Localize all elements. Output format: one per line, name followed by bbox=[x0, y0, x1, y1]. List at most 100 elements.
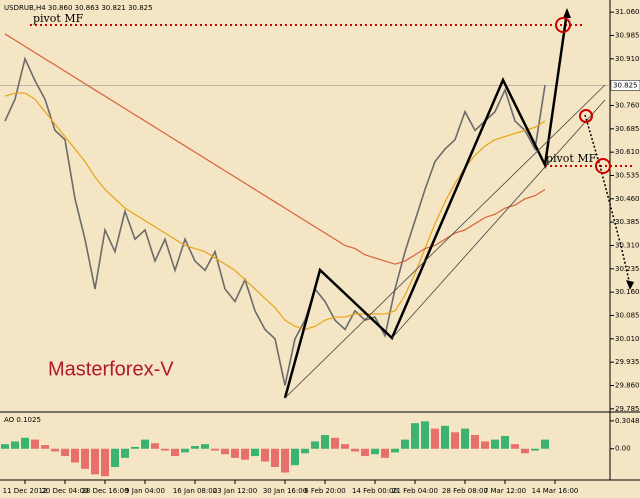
ao-bar bbox=[221, 448, 229, 455]
ao-bar bbox=[441, 425, 449, 449]
y-tick-label: 30.085 bbox=[615, 311, 640, 319]
y-tick-label: 30.535 bbox=[615, 171, 640, 179]
ao-bar bbox=[81, 448, 89, 469]
trend-line bbox=[284, 84, 606, 399]
ao-bar bbox=[251, 448, 259, 457]
ao-bar bbox=[291, 448, 299, 466]
arrow-head bbox=[626, 280, 634, 290]
indicator-title: AO 0.1025 bbox=[4, 416, 41, 424]
ao-bar bbox=[471, 435, 479, 449]
marks bbox=[0, 11, 614, 484]
y-tick-label: 30.610 bbox=[615, 148, 640, 156]
ao-bar bbox=[541, 439, 549, 449]
ao-bar bbox=[411, 423, 419, 449]
ao-bar bbox=[391, 448, 399, 453]
x-tick-label: 21 Feb 04:00 bbox=[392, 487, 438, 495]
ao-bar bbox=[91, 448, 99, 475]
y-tick-label: 0.3048 bbox=[615, 417, 640, 425]
dotted-arrow bbox=[584, 114, 631, 286]
ao-bar bbox=[311, 441, 319, 449]
ao-bar bbox=[231, 448, 239, 458]
ao-bar bbox=[361, 448, 369, 457]
ao-bar bbox=[431, 428, 439, 449]
y-tick-label: 30.460 bbox=[615, 195, 640, 203]
ao-bar bbox=[191, 446, 199, 449]
ao-bar bbox=[461, 428, 469, 449]
x-tick-label: 14 Mar 16:00 bbox=[532, 487, 579, 495]
ao-bar bbox=[261, 448, 269, 462]
ao-bar bbox=[421, 421, 429, 449]
ao-bar bbox=[481, 441, 489, 449]
ao-bar bbox=[71, 448, 79, 463]
ao-bar bbox=[331, 437, 339, 449]
annotation: pivot MF bbox=[33, 12, 84, 25]
y-tick-label: 31.060 bbox=[615, 8, 640, 16]
ao-bar bbox=[11, 441, 19, 449]
ao-bar bbox=[321, 435, 329, 449]
arrow-head bbox=[563, 8, 571, 18]
ao-bar bbox=[511, 444, 519, 449]
ao-bar bbox=[151, 443, 159, 449]
series-line bbox=[4, 56, 546, 386]
ao-bar bbox=[201, 444, 209, 449]
x-tick-label: 7 Mar 12:00 bbox=[484, 487, 526, 495]
ao-bar bbox=[381, 448, 389, 458]
y-tick-label: 29.935 bbox=[615, 358, 640, 366]
x-tick-label: 28 Dec 16:00 bbox=[81, 487, 128, 495]
x-tick-label: 20 Dec 04:00 bbox=[41, 487, 88, 495]
ao-bar bbox=[141, 439, 149, 449]
x-tick-label: 16 Jan 08:00 bbox=[173, 487, 217, 495]
y-tick-label: 30.910 bbox=[615, 55, 640, 63]
series-line bbox=[4, 33, 546, 265]
y-tick-label: 0.00 bbox=[615, 445, 631, 453]
zigzag bbox=[283, 11, 569, 399]
ao-bar bbox=[371, 448, 379, 455]
ao-bar bbox=[281, 448, 289, 473]
ao-bar bbox=[131, 446, 139, 449]
y-tick-label: 29.860 bbox=[615, 381, 640, 389]
y-tick-label: 30.310 bbox=[615, 241, 640, 249]
y-tick-label: 30.685 bbox=[615, 125, 640, 133]
ao-bar bbox=[531, 448, 539, 451]
chart-title: USDRUB,H4 30.860 30.863 30.821 30.825 bbox=[4, 4, 153, 12]
ao-bar bbox=[21, 437, 29, 449]
x-tick-label: 28 Feb 08:00 bbox=[442, 487, 488, 495]
x-tick-label: 11 Dec 2012 bbox=[3, 487, 48, 495]
pivot-circle bbox=[595, 158, 611, 174]
ao-bar bbox=[111, 448, 119, 468]
series-line bbox=[4, 92, 546, 331]
pivot-circle bbox=[579, 109, 593, 123]
x-tick-label: 14 Feb 00:00 bbox=[352, 487, 398, 495]
x-tick-label: 6 Feb 20:00 bbox=[304, 487, 345, 495]
x-tick-label: 30 Jan 16:00 bbox=[263, 487, 307, 495]
ao-bar bbox=[341, 444, 349, 449]
y-tick-label: 30.385 bbox=[615, 218, 640, 226]
trend-line bbox=[391, 99, 606, 339]
ao-bar bbox=[121, 448, 129, 458]
y-tick-label: 30.985 bbox=[615, 31, 640, 39]
y-tick-label: 30.160 bbox=[615, 288, 640, 296]
y-tick-label: 30.235 bbox=[615, 265, 640, 273]
ao-bar bbox=[171, 448, 179, 457]
ao-bar bbox=[1, 444, 9, 449]
ao-bar bbox=[501, 435, 509, 449]
ao-bar bbox=[181, 448, 189, 453]
annotation-drawing bbox=[30, 8, 634, 399]
ao-bar bbox=[521, 448, 529, 454]
ao-bar bbox=[401, 439, 409, 449]
ao-bar bbox=[41, 445, 49, 449]
x-tick-label: 9 Jan 04:00 bbox=[125, 487, 165, 495]
ao-bar bbox=[351, 448, 359, 452]
ao-bar bbox=[301, 448, 309, 454]
price-label: 30.825 bbox=[613, 81, 638, 89]
ao-bar bbox=[211, 448, 219, 451]
price-box bbox=[610, 80, 640, 91]
annotation: pivot MF bbox=[546, 152, 597, 165]
ao-bar bbox=[451, 432, 459, 449]
ao-bar bbox=[51, 448, 59, 452]
pivot-circle bbox=[555, 17, 571, 33]
ao-bar bbox=[271, 448, 279, 468]
